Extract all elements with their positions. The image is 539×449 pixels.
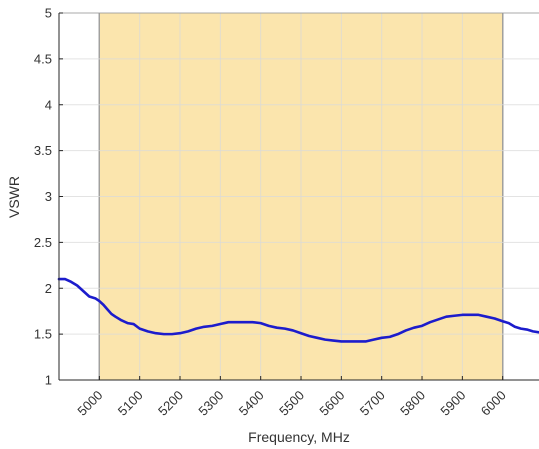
y-tick-label: 3.5 [34,143,52,158]
y-tick-label: 4.5 [34,51,52,66]
x-axis-label: Frequency, MHz [248,429,350,445]
y-tick-label: 2.5 [34,235,52,250]
y-tick-label: 2 [45,281,52,296]
y-tick-label: 3 [45,189,52,204]
y-tick-label: 4 [45,97,52,112]
vswr-series-line [57,277,539,343]
y-tick-label: 5 [45,6,52,21]
y-tick-label: 1 [45,373,52,388]
y-tick-label: 1.5 [34,327,52,342]
y-axis-label: VSWR [6,176,22,218]
